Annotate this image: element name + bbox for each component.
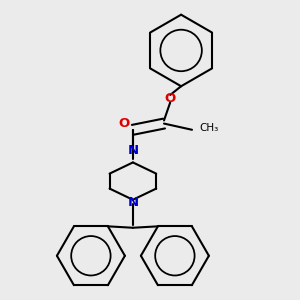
Text: N: N bbox=[127, 196, 139, 209]
Text: CH₃: CH₃ bbox=[200, 123, 219, 133]
Text: O: O bbox=[118, 117, 129, 130]
Text: N: N bbox=[127, 144, 139, 157]
Text: O: O bbox=[165, 92, 176, 105]
